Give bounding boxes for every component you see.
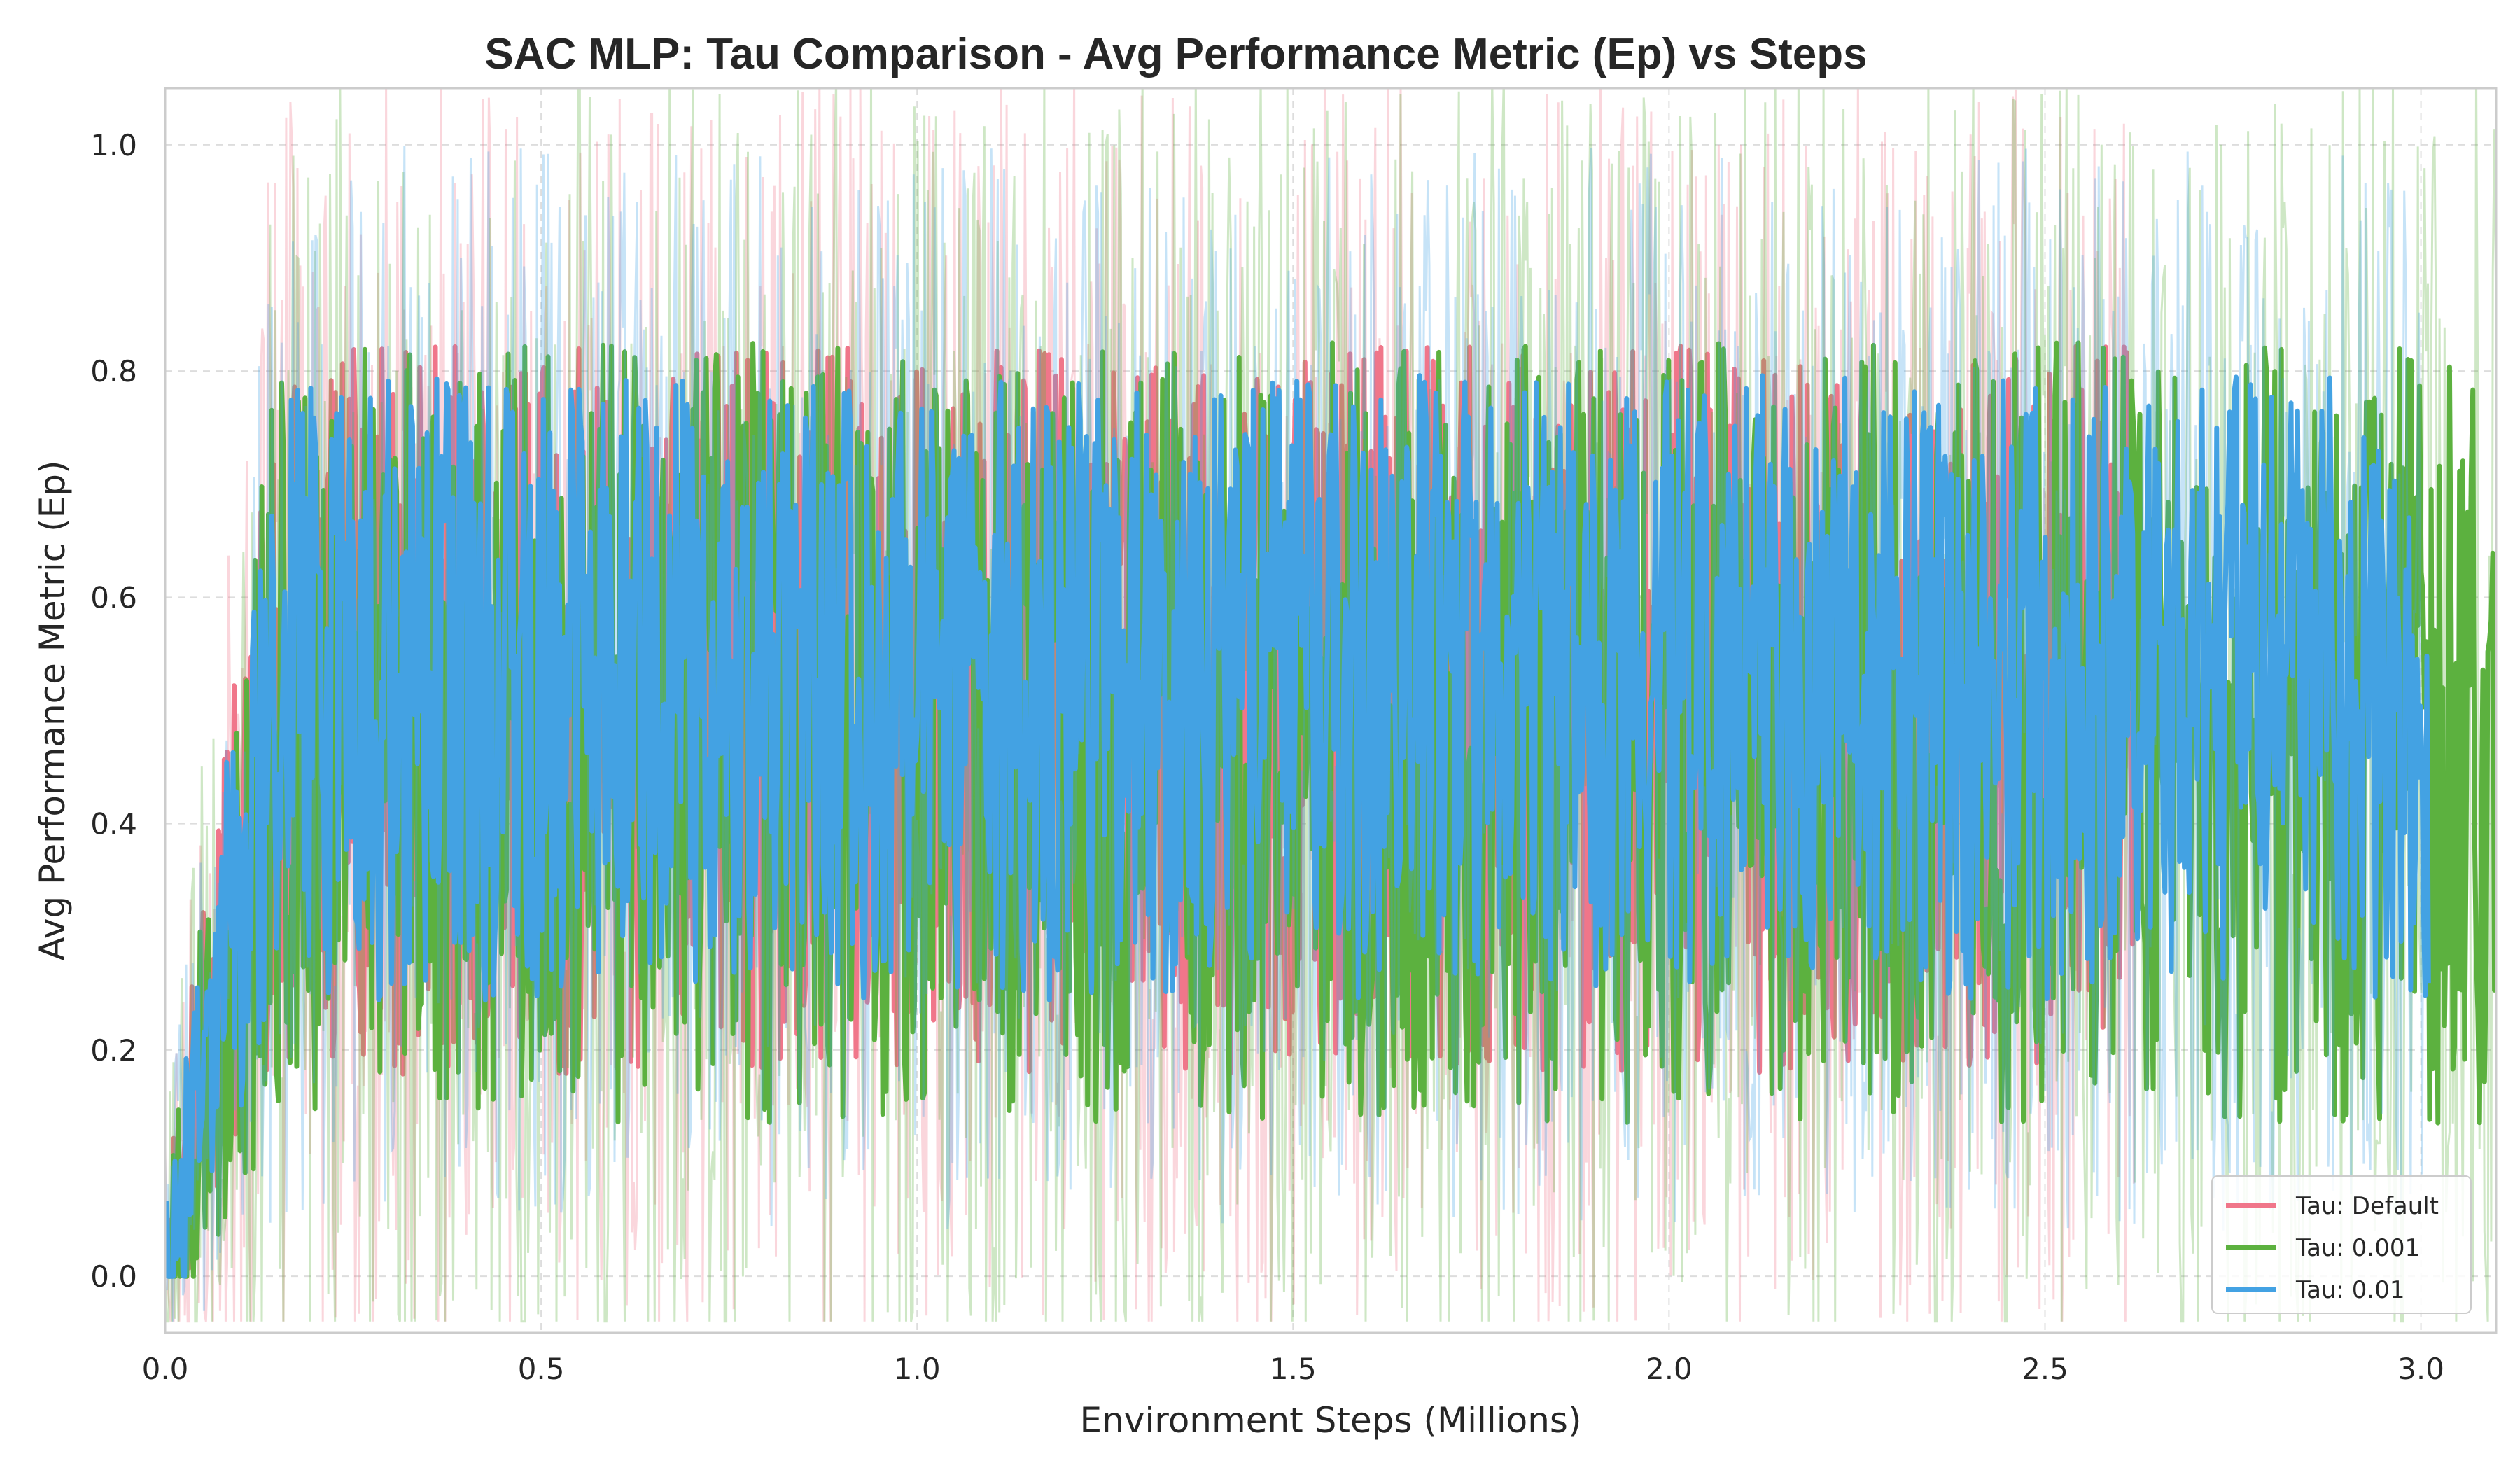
x-axis-label: Environment Steps (Millions) [1080, 1400, 1582, 1441]
y-tick-label: 1.0 [90, 128, 137, 162]
series-tau-0-01-line[interactable] [165, 373, 2431, 1279]
legend-label: Tau: 0.01 [2295, 1276, 2405, 1304]
y-tick-label: 0.0 [90, 1259, 137, 1294]
x-tick-label: 3.0 [2398, 1352, 2444, 1386]
legend-label: Tau: 0.001 [2295, 1234, 2420, 1262]
chart-title: SAC MLP: Tau Comparison - Avg Performanc… [484, 30, 1867, 78]
y-tick-label: 0.8 [90, 354, 137, 388]
y-tick-label: 0.6 [90, 580, 137, 615]
y-tick-label: 0.4 [90, 807, 137, 841]
x-tick-label: 0.0 [142, 1352, 189, 1386]
x-tick-label: 0.5 [518, 1352, 565, 1386]
plot-frame [164, 87, 2498, 1334]
x-tick-label: 1.0 [894, 1352, 941, 1386]
y-tick-label: 0.2 [90, 1033, 137, 1068]
ticks: 0.0 0.2 0.4 0.6 0.8 1.0 0.0 0.5 1.0 1.5 2.0 2.5 3.0 [90, 128, 2444, 1386]
legend: Tau: Default Tau: 0.001 Tau: 0.01 [2211, 1175, 2472, 1314]
x-tick-label: 2.5 [2022, 1352, 2068, 1386]
x-tick-label: 2.0 [1646, 1352, 1693, 1386]
legend-label: Tau: Default [2295, 1192, 2439, 1220]
series-layer [165, 88, 2496, 1323]
legend-box [2211, 1175, 2472, 1314]
x-tick-label: 1.5 [1270, 1352, 1317, 1386]
y-axis-label: Avg Performance Metric (Ep) [32, 461, 73, 961]
